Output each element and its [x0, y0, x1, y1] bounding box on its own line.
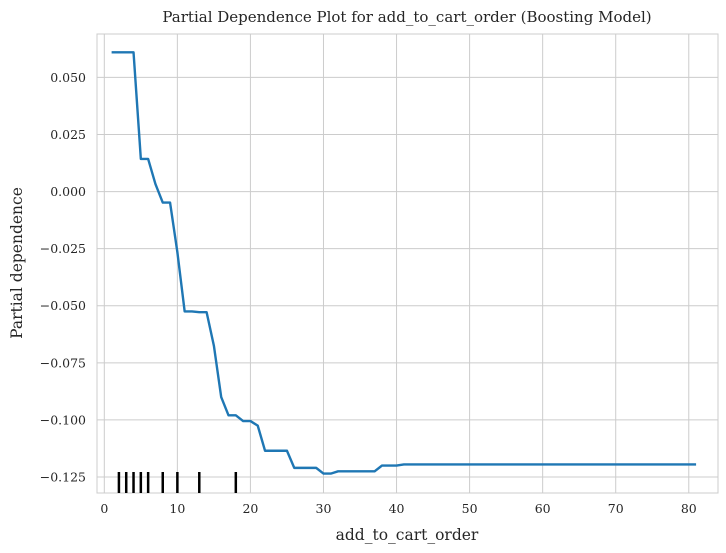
x-tick-label: 10: [169, 501, 185, 516]
x-tick-label: 0: [100, 501, 108, 516]
y-tick-labels: 0.050 0.025 0.000 −0.025 −0.050 −0.075 −0.100 −…: [40, 70, 86, 485]
y-tick-label: −0.025: [40, 241, 86, 256]
x-tick-label: 70: [608, 501, 624, 516]
rug-marks: [117, 472, 238, 493]
x-tick-label: 80: [681, 501, 697, 516]
series-line: [111, 51, 697, 475]
x-axis-label: add_to_cart_order: [336, 526, 479, 544]
x-tick-label: 20: [242, 501, 258, 516]
y-tick-label: −0.075: [40, 355, 86, 370]
grid-lines: [97, 34, 718, 493]
y-tick-label: 0.025: [50, 127, 86, 142]
series-lines: [111, 51, 697, 475]
y-tick-label: 0.000: [50, 184, 86, 199]
chart-title: Partial Dependence Plot for add_to_cart_…: [162, 8, 651, 26]
x-tick-label: 60: [535, 501, 551, 516]
plot-area: [96, 33, 719, 494]
x-tick-label: 40: [389, 501, 405, 516]
y-tick-label: −0.125: [40, 470, 86, 485]
x-tick-label: 30: [316, 501, 332, 516]
y-tick-label: 0.050: [50, 70, 86, 85]
x-tick-label: 50: [462, 501, 478, 516]
y-tick-label: −0.100: [40, 412, 86, 427]
x-tick-labels: 0 10 20 30 40 50 60 70 80: [100, 501, 696, 516]
y-tick-label: −0.050: [40, 298, 86, 313]
y-axis-label: Partial dependence: [8, 187, 26, 339]
